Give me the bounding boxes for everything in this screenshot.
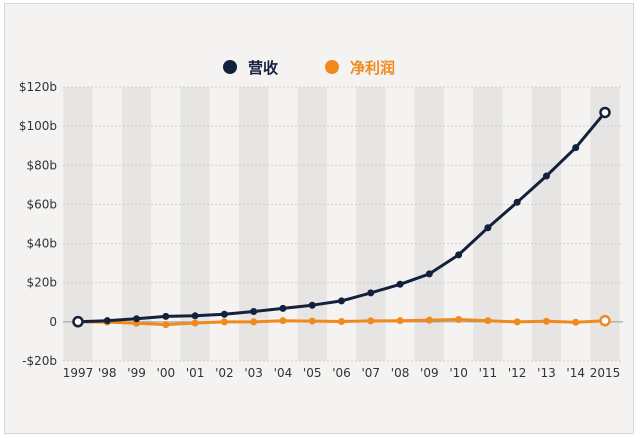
legend-item-revenue: 营收 [223,59,278,77]
x-tick-label: '98 [98,366,117,380]
data-point-net-profit [367,317,375,325]
x-tick-label: '06 [332,366,351,380]
chart-legend: 营收 净利润 [223,59,395,77]
data-point-revenue [338,297,345,305]
chart-frame: $120b $100b $80b $60b $40b $20b 0 -$20b 1997 '98… [4,3,634,434]
legend-label-net-profit: 净利润 [350,59,395,77]
column-band [414,87,444,361]
x-tick-label: '12 [508,366,527,380]
data-point-revenue [599,106,611,119]
y-tick-label: -$20b [22,354,57,368]
column-band [356,87,386,361]
data-point-revenue [396,280,404,288]
data-point-net-profit [220,318,228,326]
column-band [239,87,269,361]
x-tick-label: '13 [537,366,556,380]
x-tick-label: '09 [420,366,439,380]
data-point-net-profit [308,317,316,325]
data-point-net-profit [513,318,521,326]
data-point-revenue [72,315,84,328]
x-tick-label: 2015 [590,366,621,380]
x-tick-label: '07 [361,366,380,380]
data-point-net-profit [484,317,492,325]
data-point-net-profit [396,317,404,325]
x-tick-label: '05 [303,366,322,380]
y-tick-label: 0 [49,315,57,329]
legend-item-net-profit: 净利润 [325,59,395,77]
data-point-revenue [455,251,463,259]
data-point-net-profit [162,321,170,329]
data-point-revenue [484,224,492,232]
legend-marker-revenue [223,60,237,74]
data-point-revenue [103,317,111,325]
y-tick-label: $80b [26,158,57,172]
data-point-revenue [542,172,550,180]
x-tick-label: '14 [566,366,585,380]
data-point-revenue [513,198,521,206]
series-line-revenue [76,110,607,324]
data-point-net-profit [425,316,433,324]
x-tick-label: 1997 [63,366,94,380]
y-tick-label: $60b [26,197,57,211]
data-point-revenue [367,289,375,297]
column-band [531,87,562,361]
legend-label-revenue: 营收 [248,59,278,77]
data-point-net-profit [599,314,611,327]
column-band [63,87,93,361]
x-tick-label: '02 [215,366,234,380]
x-tick-label: '01 [186,366,205,380]
data-point-revenue [279,304,287,312]
legend-marker-net-profit [325,60,339,74]
data-point-net-profit [455,316,463,324]
y-tick-label: $20b [26,276,57,290]
x-tick-label: '99 [127,366,146,380]
line-chart: $120b $100b $80b $60b $40b $20b 0 -$20b 1997 '98… [19,59,623,380]
data-point-revenue [220,310,228,318]
data-point-net-profit [279,317,287,325]
data-point-revenue [425,270,433,278]
y-tick-label: $100b [19,119,57,133]
data-point-revenue [308,301,316,309]
x-tick-label: '03 [244,366,263,380]
column-band [297,87,327,361]
data-point-revenue [191,312,199,320]
x-tick-label: '00 [157,366,176,380]
data-point-revenue [572,144,580,152]
x-tick-label: '04 [274,366,293,380]
data-point-revenue [162,312,170,320]
data-point-net-profit [191,319,199,327]
x-tick-label: '10 [449,366,468,380]
data-point-revenue [133,315,141,323]
y-tick-label: $40b [26,237,57,251]
data-point-net-profit [338,317,345,325]
data-point-revenue [250,307,258,315]
data-point-net-profit [542,317,550,325]
data-point-net-profit [572,318,580,326]
column-band [473,87,503,361]
x-tick-label: '08 [391,366,410,380]
x-tick-label: '11 [479,366,498,380]
data-point-net-profit [250,318,258,326]
y-tick-label: $120b [19,80,57,94]
